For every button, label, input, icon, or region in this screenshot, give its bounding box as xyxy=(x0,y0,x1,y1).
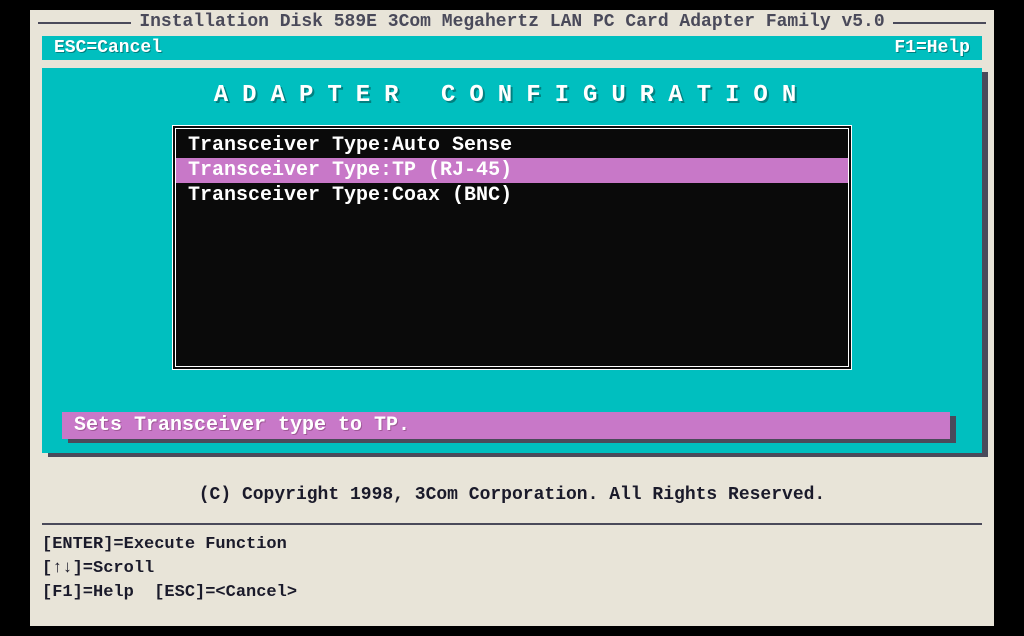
status-bar: Sets Transceiver type to TP. xyxy=(62,412,950,439)
option-label: Transceiver Type: xyxy=(188,134,392,157)
help-enter: [ENTER]=Execute Function xyxy=(42,533,982,557)
options-box-container: Transceiver Type:Auto Sense Transceiver … xyxy=(62,125,962,370)
key-hints-top: ESC=Cancel F1=Help xyxy=(42,36,982,60)
bottom-help: [ENTER]=Execute Function [↑↓]=Scroll [F1… xyxy=(30,525,994,612)
option-label: Transceiver Type: xyxy=(188,184,392,207)
main-frame: Installation Disk 589E 3Com Megahertz LA… xyxy=(30,10,994,626)
title-text: Installation Disk 589E 3Com Megahertz LA… xyxy=(131,12,892,32)
option-tp-rj45[interactable]: Transceiver Type:TP (RJ-45) xyxy=(176,158,848,183)
help-scroll: [↑↓]=Scroll xyxy=(42,557,982,581)
f1-help-hint: F1=Help xyxy=(894,38,970,58)
option-value: TP (RJ-45) xyxy=(392,159,512,182)
option-coax-bnc[interactable]: Transceiver Type:Coax (BNC) xyxy=(176,183,848,208)
status-text: Sets Transceiver type to TP. xyxy=(74,414,410,437)
help-f1-esc: [F1]=Help [ESC]=<Cancel> xyxy=(42,581,982,605)
option-value: Coax (BNC) xyxy=(392,184,512,207)
copyright: (C) Copyright 1998, 3Com Corporation. Al… xyxy=(30,461,994,523)
config-panel: ADAPTER CONFIGURATION Transceiver Type:A… xyxy=(42,68,982,453)
panel-title: ADAPTER CONFIGURATION xyxy=(62,82,962,109)
option-label: Transceiver Type: xyxy=(188,159,392,182)
options-box[interactable]: Transceiver Type:Auto Sense Transceiver … xyxy=(172,125,852,370)
main-area: ADAPTER CONFIGURATION Transceiver Type:A… xyxy=(30,60,994,461)
option-value: Auto Sense xyxy=(392,134,512,157)
title-bar: Installation Disk 589E 3Com Megahertz LA… xyxy=(30,10,994,34)
option-auto-sense[interactable]: Transceiver Type:Auto Sense xyxy=(176,133,848,158)
esc-cancel-hint: ESC=Cancel xyxy=(54,38,162,58)
